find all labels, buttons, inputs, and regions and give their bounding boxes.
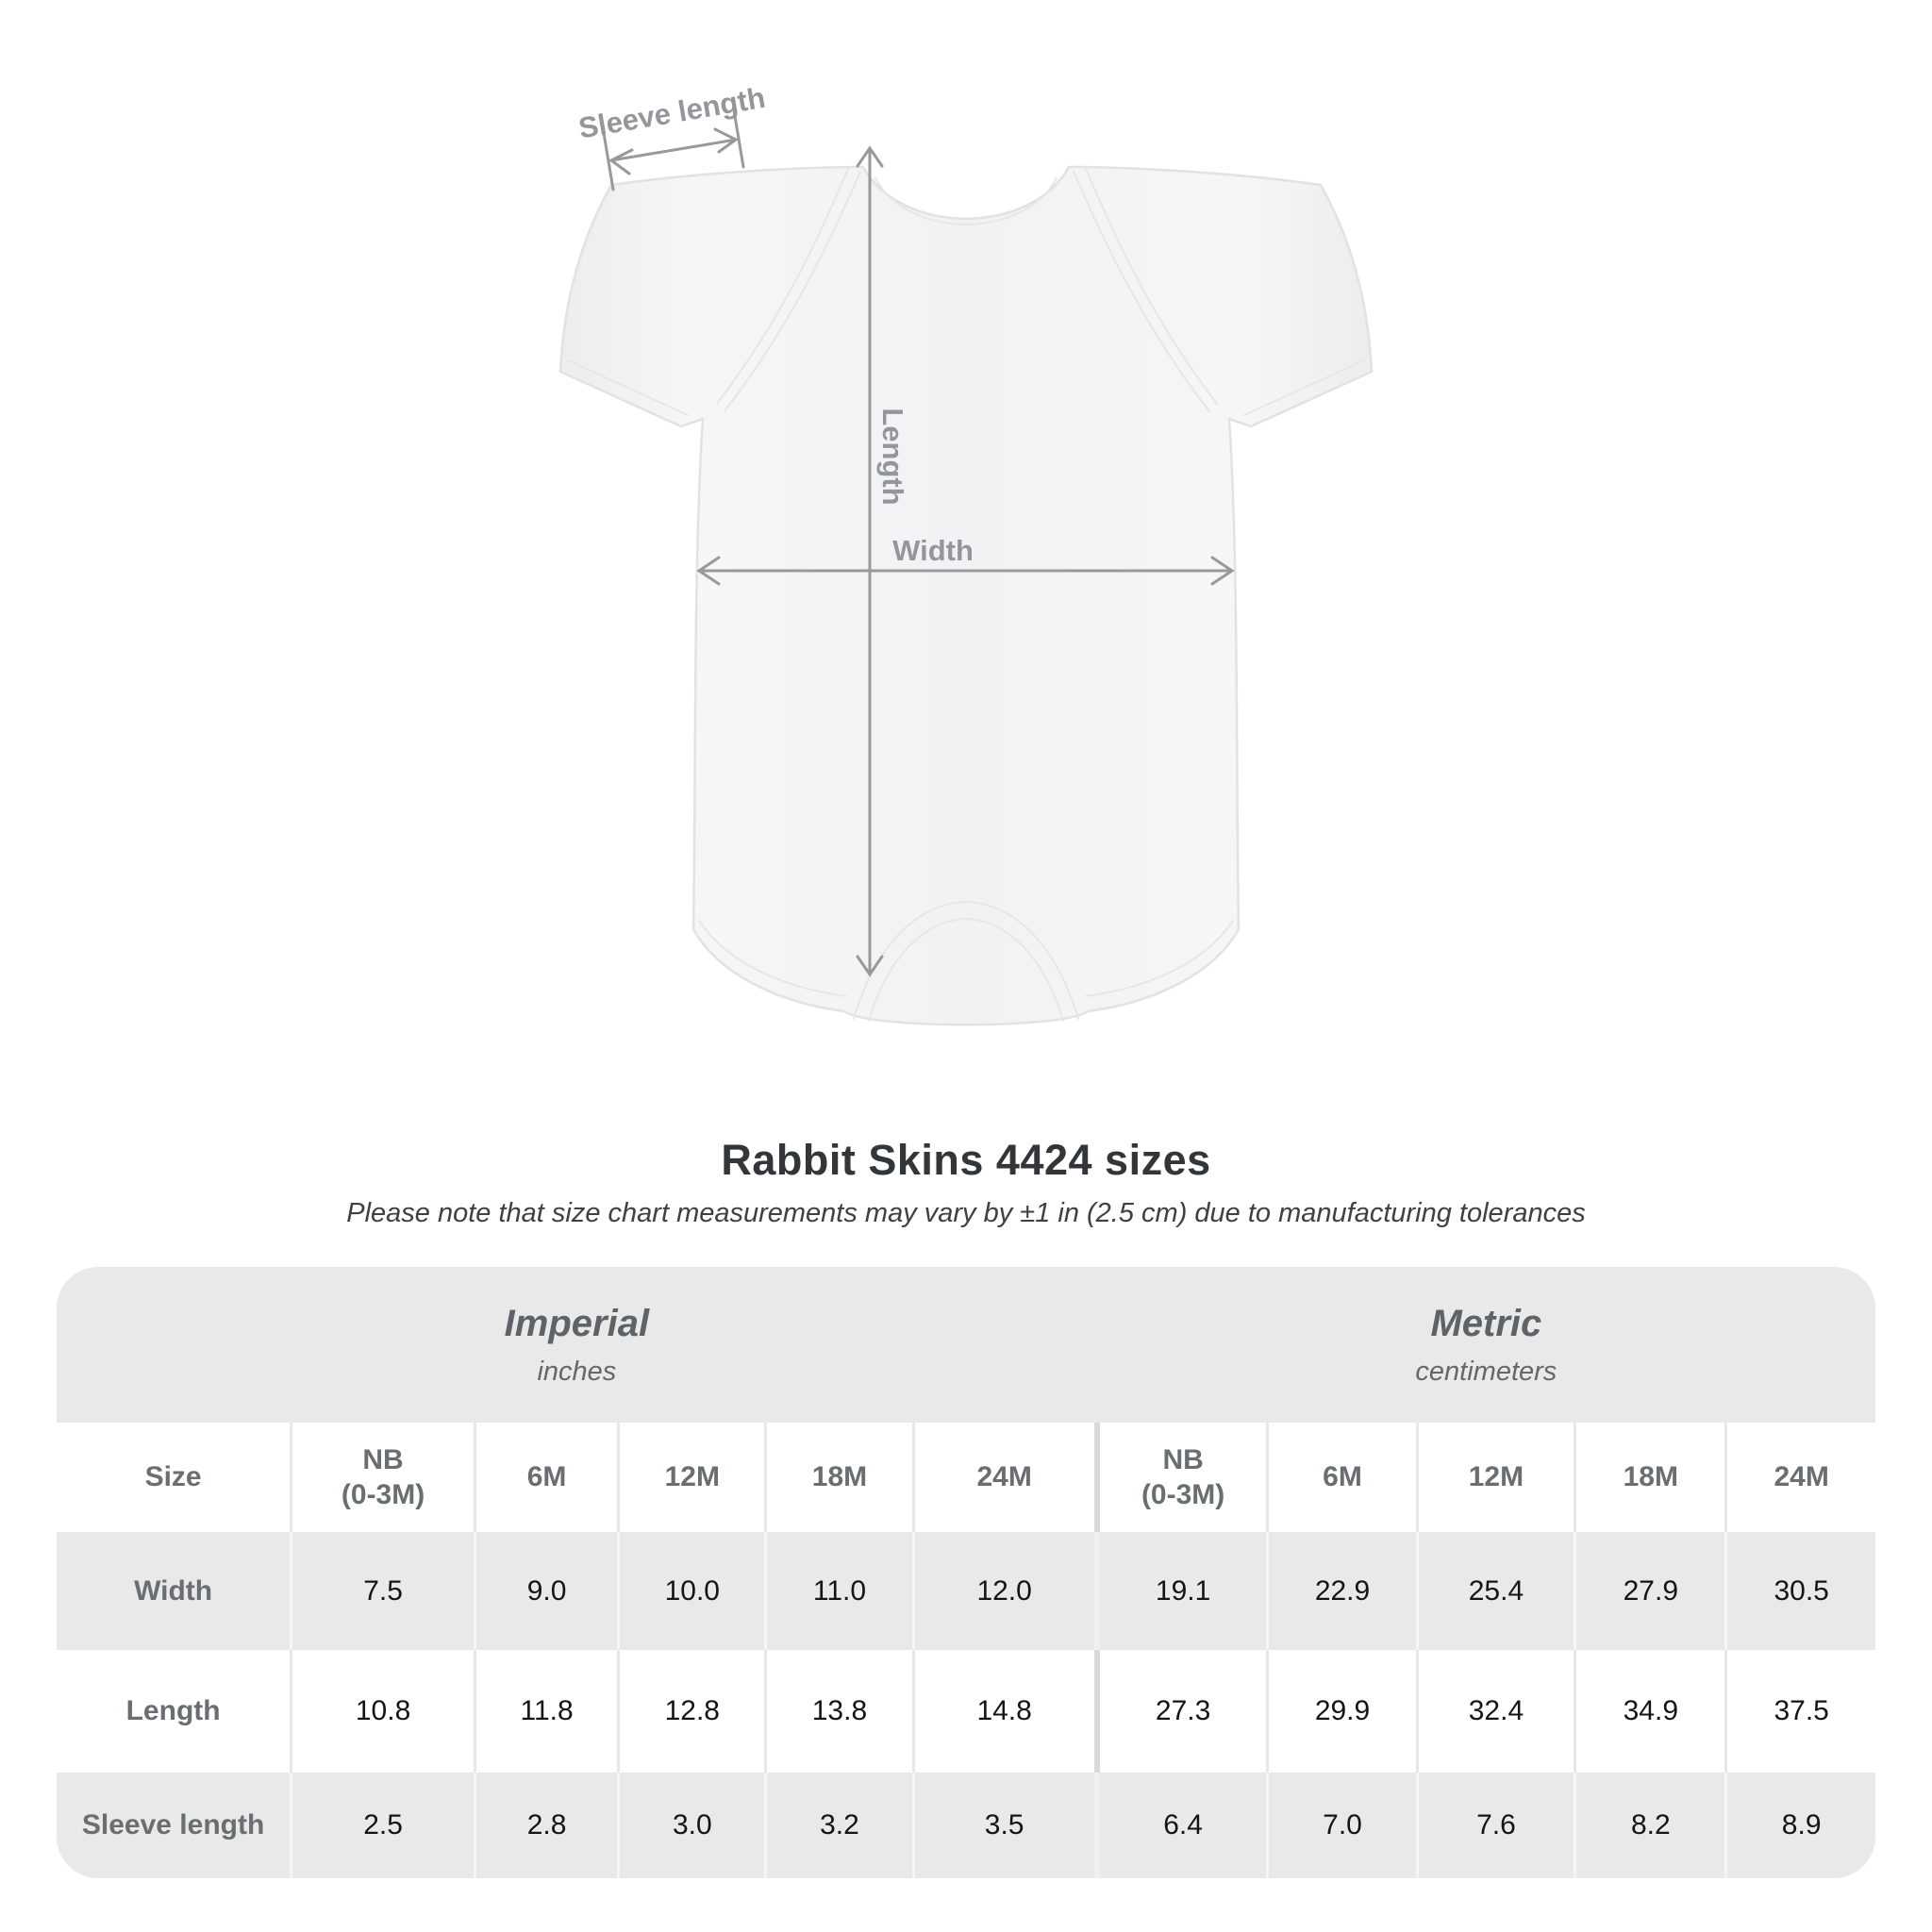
width-arrow <box>696 556 1235 586</box>
table-row-length: Length 10.8 11.8 12.8 13.8 14.8 27.3 29.… <box>57 1650 1875 1773</box>
size-value-cell: 32.4 <box>1415 1650 1575 1773</box>
size-value-cell: 6.4 <box>1093 1773 1268 1878</box>
table-row-width: Width 7.5 9.0 10.0 11.0 12.0 19.1 22.9 2… <box>57 1532 1875 1650</box>
metric-label: Metric <box>1430 1303 1542 1345</box>
size-value-cell: 34.9 <box>1574 1650 1726 1773</box>
size-value-cell: 10.8 <box>290 1650 475 1773</box>
page-title: Rabbit Skins 4424 sizes <box>721 1136 1211 1184</box>
onesie-figure: Sleeve length Length Width <box>558 81 1374 1026</box>
size-value-cell: 30.5 <box>1724 1532 1875 1650</box>
size-value-cell: 25.4 <box>1415 1532 1575 1650</box>
size-value-cell: 3.0 <box>617 1773 766 1878</box>
metric-unit-label: centimeters <box>1415 1357 1557 1388</box>
width-label: Width <box>892 534 974 567</box>
size-value-cell: 22.9 <box>1266 1532 1418 1650</box>
left-shoulder-flap-seam <box>724 171 861 412</box>
size-value-cell: 19.1 <box>1093 1532 1268 1650</box>
size-value-cell: 10.0 <box>617 1532 766 1650</box>
column-header-nb-imperial: NB (0-3M) <box>290 1423 475 1532</box>
unit-header-metric: Metric centimeters <box>1096 1267 1875 1423</box>
size-value-cell: 9.0 <box>473 1532 619 1650</box>
size-value-cell: 8.9 <box>1724 1773 1875 1878</box>
size-value-cell: 11.8 <box>473 1650 619 1773</box>
length-label: Length <box>876 408 909 505</box>
collar-inner-seam <box>874 177 1058 225</box>
imperial-unit-label: inches <box>537 1357 617 1388</box>
right-leg-binding <box>1085 920 1234 997</box>
column-header-6m-metric: 6M <box>1266 1423 1418 1532</box>
unit-header-row: Imperial inches Metric centimeters <box>57 1267 1875 1423</box>
size-value-cell: 3.5 <box>911 1773 1097 1878</box>
measurement-annotations <box>602 108 1235 977</box>
size-table: Imperial inches Metric centimeters Size … <box>57 1267 1875 1878</box>
size-value-cell: 7.5 <box>290 1532 475 1650</box>
column-header-24m-metric: 24M <box>1724 1423 1875 1532</box>
size-value-cell: 2.5 <box>290 1773 475 1878</box>
imperial-label: Imperial <box>504 1303 650 1345</box>
column-header-24m-imperial: 24M <box>911 1423 1097 1532</box>
row-label: Length <box>57 1650 291 1773</box>
size-value-cell: 8.2 <box>1574 1773 1726 1878</box>
left-cuff-band <box>567 359 689 416</box>
column-header-nb-metric: NB (0-3M) <box>1093 1423 1268 1532</box>
left-leg-binding <box>698 920 847 997</box>
size-value-cell: 7.0 <box>1266 1773 1418 1878</box>
size-value-cell: 11.0 <box>764 1532 914 1650</box>
column-header-18m-metric: 18M <box>1574 1423 1726 1532</box>
size-value-cell: 12.8 <box>617 1650 766 1773</box>
column-header-6m-imperial: 6M <box>473 1423 619 1532</box>
size-value-cell: 3.2 <box>764 1773 914 1878</box>
left-shoulder-flap-seam-inner <box>716 168 849 405</box>
crotch-flap-seam-inner <box>868 918 1064 1022</box>
size-table-container: Imperial inches Metric centimeters Size … <box>57 1267 1875 1878</box>
table-row-sleeve-length: Sleeve length 2.5 2.8 3.0 3.2 3.5 6.4 7.… <box>57 1773 1875 1878</box>
column-header-12m-metric: 12M <box>1415 1423 1575 1532</box>
size-value-cell: 27.3 <box>1093 1650 1268 1773</box>
size-value-cell: 27.9 <box>1574 1532 1726 1650</box>
right-cuff-band <box>1243 359 1365 416</box>
size-column-header: Size <box>57 1423 291 1532</box>
right-shoulder-flap-seam-inner <box>1085 168 1218 405</box>
length-arrow <box>856 145 884 977</box>
unit-header-imperial: Imperial inches <box>57 1267 1097 1423</box>
column-header-12m-imperial: 12M <box>617 1423 766 1532</box>
row-label: Width <box>57 1532 291 1650</box>
right-shoulder-flap-seam <box>1073 171 1210 412</box>
column-header-row: Size NB (0-3M) 6M 12M 18M 24M NB (0-3M) … <box>57 1423 1875 1532</box>
size-value-cell: 29.9 <box>1266 1650 1418 1773</box>
column-header-18m-imperial: 18M <box>764 1423 914 1532</box>
size-value-cell: 14.8 <box>911 1650 1097 1773</box>
onesie-garment <box>558 165 1374 1026</box>
title-block: Rabbit Skins 4424 sizes Please note that… <box>0 1136 1932 1229</box>
size-value-cell: 13.8 <box>764 1650 914 1773</box>
sleeve-length-arrow <box>602 108 745 192</box>
size-value-cell: 7.6 <box>1415 1773 1575 1878</box>
onesie-body-outline <box>558 165 1374 1026</box>
size-value-cell: 2.8 <box>473 1773 619 1878</box>
size-value-cell: 37.5 <box>1724 1650 1875 1773</box>
page-subtitle: Please note that size chart measurements… <box>346 1198 1586 1228</box>
row-label: Sleeve length <box>57 1773 291 1878</box>
size-value-cell: 12.0 <box>911 1532 1097 1650</box>
